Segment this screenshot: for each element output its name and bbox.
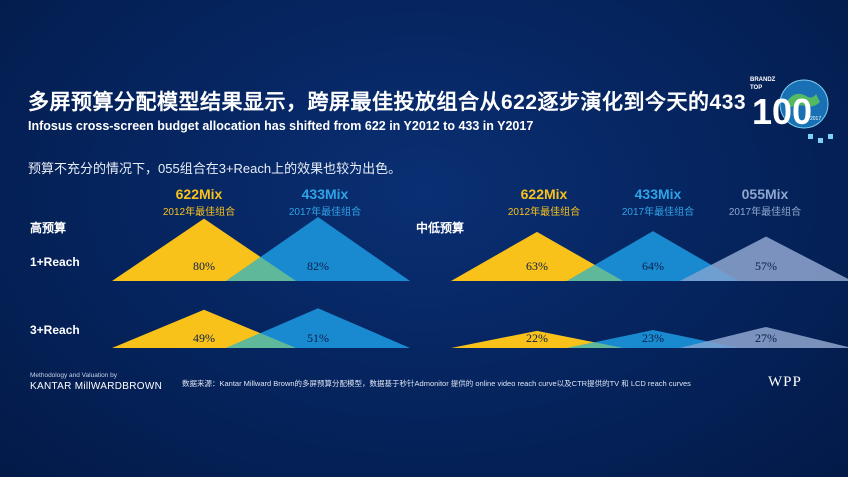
overlap-mid-0-1+Reach — [567, 264, 623, 281]
mix-622-year-right: 2012年最佳组合 — [507, 207, 581, 218]
badge-top: TOP — [750, 85, 762, 91]
label-mid-622Mix-3+Reach: 22% — [526, 331, 548, 345]
badge-year: 2017 — [810, 116, 821, 122]
triangle-mid-055Mix-1+Reach — [680, 236, 848, 281]
label-mid-055Mix-1+Reach: 57% — [755, 259, 777, 273]
subtitle: 预算不充分的情况下，055组合在3+Reach上的效果也较为出色。 — [28, 161, 402, 176]
source-note: 数据来源：Kantar Millward Brown的多屏预算分配模型，数据基于… — [182, 379, 691, 388]
label-mid-055Mix-3+Reach: 27% — [755, 331, 777, 345]
page-title-cn: 多屏预算分配模型结果显示，跨屏最佳投放组合从622逐步演化到今天的433 — [28, 91, 747, 114]
triangle-mid-622Mix-3+Reach — [451, 330, 623, 348]
overlap-mid-0-3+Reach — [567, 342, 623, 348]
label-high-433Mix-1+Reach: 82% — [307, 259, 329, 273]
triangle-mid-433Mix-1+Reach — [567, 231, 739, 281]
row-label-1plus: 1+Reach — [30, 255, 80, 269]
brandz-top100-badge: BRANDZ TOP 100 2017 — [750, 77, 833, 143]
overlap-high-0-3+Reach — [226, 333, 296, 348]
label-mid-622Mix-1+Reach: 63% — [526, 259, 548, 273]
mix-433-name-left: 433Mix — [301, 186, 349, 202]
mix-622-year-left: 2012年最佳组合 — [162, 207, 236, 218]
mix-433-year-right: 2017年最佳组合 — [621, 207, 695, 218]
page-title-en: Infosus cross-screen budget allocation h… — [28, 119, 534, 133]
overlap-high-0-1+Reach — [226, 256, 296, 281]
section-label-mid: 中低预算 — [416, 221, 465, 235]
label-mid-433Mix-1+Reach: 64% — [642, 259, 664, 273]
badge-number: 100 — [752, 91, 812, 132]
triangle-mid-622Mix-1+Reach — [451, 231, 623, 281]
wpp-logo: WPP — [768, 374, 802, 390]
mix-433-year-left: 2017年最佳组合 — [288, 207, 362, 218]
mix-055-year-right: 2017年最佳组合 — [728, 207, 802, 218]
triangle-mid-055Mix-3+Reach — [680, 326, 848, 348]
kantar-logo: KANTAR MillWARDBROWN — [30, 381, 163, 392]
triangle-mid-433Mix-3+Reach — [567, 330, 739, 348]
label-high-622Mix-1+Reach: 80% — [193, 259, 215, 273]
section-label-high: 高预算 — [30, 221, 67, 235]
overlap-mid-1-3+Reach — [680, 341, 739, 348]
mix-055-name-right: 055Mix — [741, 186, 789, 202]
methodology-text: Methodology and Valuation by — [30, 372, 117, 379]
mix-433-name-right: 433Mix — [634, 186, 682, 202]
overlap-mid-1-1+Reach — [680, 264, 739, 281]
label-high-622Mix-3+Reach: 49% — [193, 331, 215, 345]
badge-brandz: BRANDZ — [750, 77, 776, 83]
mix-622-name-right: 622Mix — [520, 186, 568, 202]
row-label-3plus: 3+Reach — [30, 323, 80, 337]
mix-622-name-left: 622Mix — [175, 186, 223, 202]
label-mid-433Mix-3+Reach: 23% — [642, 331, 664, 345]
label-high-433Mix-3+Reach: 51% — [307, 331, 329, 345]
